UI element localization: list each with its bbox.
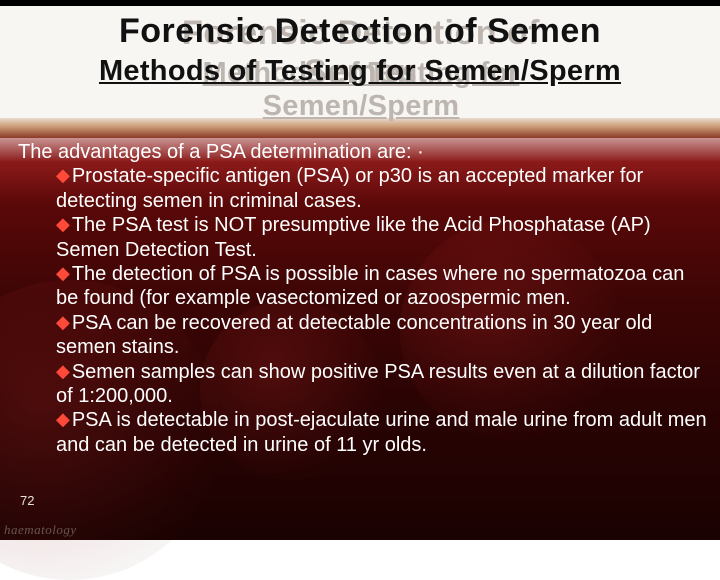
bullet-list: ◆Prostate-specific antigen (PSA) or p30 … — [18, 164, 708, 457]
list-item: ◆Semen samples can show positive PSA res… — [56, 360, 708, 409]
header: Forensic Detection of Semen Forensic Det… — [0, 6, 720, 118]
diamond-icon: ◆ — [56, 361, 70, 383]
intro-text: The advantages of a PSA determination ar… — [18, 140, 708, 164]
diamond-icon: ◆ — [56, 165, 70, 187]
bullet-text: Prostate-specific antigen (PSA) or p30 i… — [56, 165, 643, 211]
title-text: Forensic Detection of Semen — [119, 12, 601, 51]
diamond-icon: ◆ — [56, 263, 70, 285]
content-area: The advantages of a PSA determination ar… — [18, 140, 708, 532]
footer-logo-text: haematology — [4, 522, 77, 538]
bullet-text: PSA can be recovered at detectable conce… — [56, 312, 652, 358]
slide-subtitle: Methods of Testing for Semen/Sperm Metho… — [20, 55, 700, 88]
slide-title: Forensic Detection of Semen Forensic Det… — [20, 12, 700, 51]
list-item: ◆PSA is detectable in post-ejaculate uri… — [56, 408, 708, 457]
bullet-text: PSA is detectable in post-ejaculate urin… — [56, 409, 707, 455]
diamond-icon: ◆ — [56, 214, 70, 236]
bullet-text: Semen samples can show positive PSA resu… — [56, 361, 700, 407]
list-item: ◆PSA can be recovered at detectable conc… — [56, 311, 708, 360]
subtitle-text: Methods of Testing for Semen/Sperm — [99, 55, 621, 88]
bullet-text: The PSA test is NOT presumptive like the… — [56, 214, 651, 260]
diamond-icon: ◆ — [56, 409, 70, 431]
list-item: ◆The detection of PSA is possible in cas… — [56, 262, 708, 311]
bullet-text: The detection of PSA is possible in case… — [56, 263, 684, 309]
page-number: 72 — [20, 493, 34, 508]
list-item: ◆The PSA test is NOT presumptive like th… — [56, 213, 708, 262]
diamond-icon: ◆ — [56, 312, 70, 334]
list-item: ◆Prostate-specific antigen (PSA) or p30 … — [56, 164, 708, 213]
